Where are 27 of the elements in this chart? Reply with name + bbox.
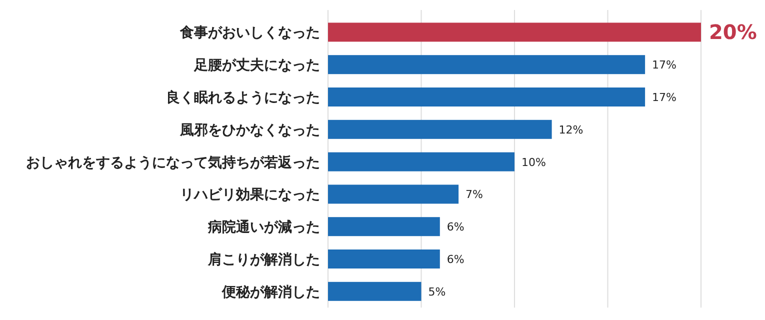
bar xyxy=(328,184,459,204)
bar xyxy=(328,250,440,268)
data-label: 6% xyxy=(446,220,464,234)
y-tick-label: 病院通いが減った xyxy=(207,218,320,236)
data-label: 17% xyxy=(652,58,677,72)
y-tick-label: 食事がおいしくなった xyxy=(179,25,320,42)
bar xyxy=(328,152,514,172)
data-label: 6% xyxy=(446,253,464,266)
y-tick-label: おしゃれをするようになって気持ちが若返った xyxy=(26,154,320,171)
y-tick-label: 良く眠れるようになった xyxy=(166,89,320,106)
data-label: 7% xyxy=(466,188,484,202)
data-label: 12% xyxy=(558,123,584,136)
bar xyxy=(328,22,701,42)
data-label: 10% xyxy=(522,156,546,169)
bar xyxy=(328,88,646,106)
y-tick-label: 便秘が解消した xyxy=(221,284,320,300)
bar xyxy=(328,282,422,301)
bar xyxy=(328,120,552,139)
y-tick-label: 肩こりが解消した xyxy=(207,251,320,268)
y-tick-label: 足腰が丈夫になった xyxy=(193,58,320,74)
bar xyxy=(328,217,440,236)
data-label: 20% xyxy=(709,20,757,44)
bar xyxy=(328,55,646,74)
data-label: 5% xyxy=(428,285,446,298)
data-label: 17% xyxy=(652,91,677,104)
y-tick-label: 風邪をひかなくなった xyxy=(179,122,320,138)
y-tick-label: リハビリ効果になった xyxy=(180,187,320,204)
